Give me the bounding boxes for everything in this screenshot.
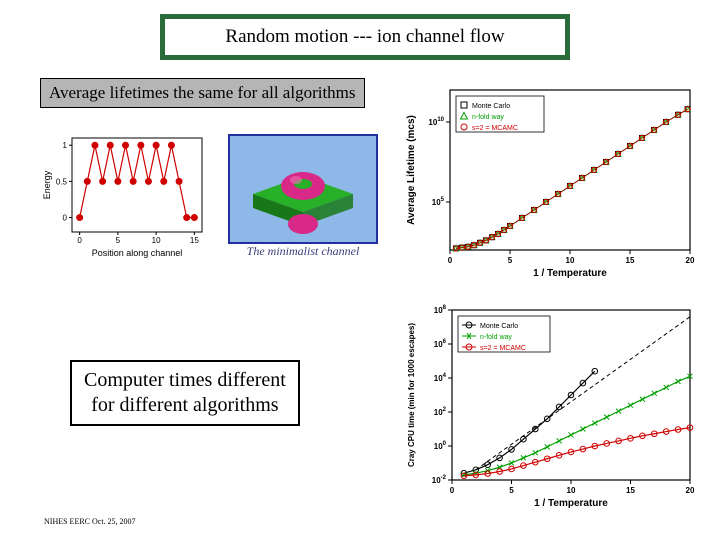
svg-text:Monte Carlo: Monte Carlo (480, 323, 518, 330)
svg-text:n-fold way: n-fold way (480, 334, 512, 341)
svg-text:1010: 1010 (428, 117, 444, 127)
lifetime-chart-svg: 0 5 10 15 20 105 1010 1 / Temperature Average Li… (400, 80, 700, 280)
svg-text:1 / Temperature: 1 / Temperature (534, 498, 608, 509)
svg-text:0: 0 (450, 486, 455, 495)
svg-text:104: 104 (434, 373, 447, 383)
energy-chart-svg: 0 5 10 15 0 0.5 1 Position along channel Energy (40, 130, 210, 260)
svg-text:108: 108 (434, 305, 447, 315)
svg-text:5: 5 (509, 486, 514, 495)
energy-chart: 0 5 10 15 0 0.5 1 Position along channel Energy (40, 130, 210, 260)
cpu-time-chart: 0 5 10 15 20 10-2 100 102 104 106 108 1 / Temperatu… (400, 300, 700, 510)
subtitle-cpu-line2: for different algorithms (91, 394, 278, 416)
svg-text:Position along channel: Position along channel (92, 248, 183, 258)
svg-text:105: 105 (432, 197, 445, 207)
svg-text:n-fold way: n-fold way (472, 114, 504, 121)
minimalist-channel-svg (228, 134, 378, 244)
svg-text:20: 20 (686, 486, 695, 495)
svg-text:Monte Carlo: Monte Carlo (472, 103, 510, 110)
svg-text:15: 15 (626, 486, 635, 495)
svg-text:0.5: 0.5 (56, 177, 68, 186)
svg-text:10-2: 10-2 (432, 475, 447, 485)
footer-text: NIHES EERC Oct. 25, 2007 (44, 517, 136, 526)
svg-text:Cray CPU time (min for 1000 es: Cray CPU time (min for 1000 escapes) (407, 323, 416, 467)
title-text: Random motion --- ion channel flow (225, 26, 504, 48)
svg-text:s=2 = MCAMC: s=2 = MCAMC (472, 125, 518, 132)
svg-text:10: 10 (567, 486, 576, 495)
subtitle-cpu-line1: Computer times different (84, 369, 286, 391)
svg-text:0: 0 (448, 256, 453, 265)
svg-text:20: 20 (686, 256, 695, 265)
svg-text:0: 0 (77, 236, 82, 245)
svg-text:10: 10 (152, 236, 161, 245)
subtitle-cpu-times: Computer times different for different a… (70, 360, 300, 426)
minimalist-channel-figure: The minimalist channel (228, 134, 378, 264)
svg-text:0: 0 (63, 214, 68, 223)
subtitle-lifetimes-text: Average lifetimes the same for all algor… (49, 83, 356, 102)
svg-text:5: 5 (508, 256, 513, 265)
cpu-time-chart-svg: 0 5 10 15 20 10-2 100 102 104 106 108 1 / Temperatu… (400, 300, 700, 510)
svg-text:1: 1 (63, 141, 68, 150)
svg-text:15: 15 (190, 236, 199, 245)
svg-text:Energy: Energy (42, 170, 52, 199)
svg-text:15: 15 (626, 256, 635, 265)
svg-text:5: 5 (116, 236, 121, 245)
svg-text:10: 10 (566, 256, 575, 265)
lifetime-chart: 0 5 10 15 20 105 1010 1 / Temperature Average Li… (400, 80, 700, 280)
svg-text:s=2 = MCAMC: s=2 = MCAMC (480, 345, 526, 352)
svg-text:1 / Temperature: 1 / Temperature (533, 268, 607, 279)
svg-text:102: 102 (434, 407, 447, 417)
page-title: Random motion --- ion channel flow (160, 14, 570, 60)
svg-text:100: 100 (434, 441, 447, 451)
minimalist-channel-caption: The minimalist channel (228, 244, 378, 259)
subtitle-lifetimes: Average lifetimes the same for all algor… (40, 78, 365, 108)
svg-text:Average Lifetime (mcs): Average Lifetime (mcs) (406, 115, 417, 225)
svg-text:106: 106 (434, 339, 447, 349)
